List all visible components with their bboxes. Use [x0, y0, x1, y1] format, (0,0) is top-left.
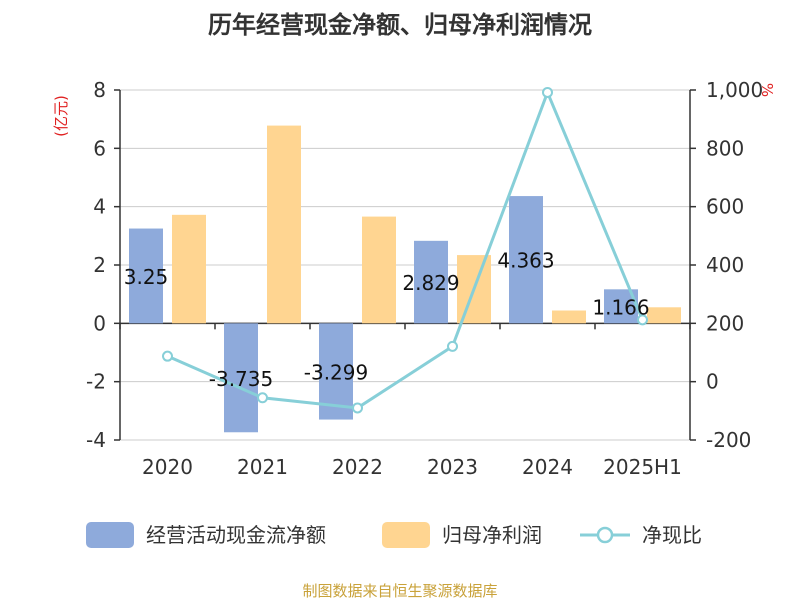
right-axis-unit: %: [758, 83, 776, 97]
legend-marker-ratio: [596, 526, 614, 544]
cashflow-value-label: 4.363: [497, 249, 554, 273]
legend: 经营活动现金流净额 归母净利润 净现比: [86, 522, 702, 548]
profit-bar-2022: [362, 216, 396, 324]
legend-label-ratio: 净现比: [642, 523, 702, 547]
category-label: 2024: [522, 455, 573, 479]
cashflow-bar-2024: [509, 196, 543, 324]
data-labels: 3.25 -3.735 -3.299 2.829 4.363 1.166: [124, 249, 650, 391]
ratio-point-2024: [542, 86, 553, 98]
profit-bar-2021: [267, 125, 301, 324]
ratio-point-2022: [352, 402, 363, 414]
left-tick-label: 8: [93, 78, 106, 102]
ratio-point-2025H1: [637, 314, 648, 326]
profit-bar-2024: [552, 310, 586, 324]
left-tick-label: 4: [93, 195, 106, 219]
left-tick-label: -2: [86, 370, 106, 394]
ratio-line-path: [166, 88, 644, 410]
ratio-point-2023: [447, 340, 458, 352]
ratio-line: [162, 86, 648, 414]
right-tick-label: 0: [706, 370, 719, 394]
left-tick-label: 0: [93, 311, 106, 335]
category-label: 2022: [332, 455, 383, 479]
profit-bar-2025H1: [647, 307, 681, 324]
right-tick-label: 200: [706, 311, 744, 335]
bars: [129, 125, 681, 433]
cashflow-value-label: 2.829: [402, 271, 459, 295]
cashflow-bar-2021: [224, 323, 258, 433]
cashflow-value-label: 3.25: [124, 265, 169, 289]
category-label: 2021: [237, 455, 288, 479]
category-label: 2020: [142, 455, 193, 479]
right-tick-label: 400: [706, 253, 744, 277]
left-tick-label: 6: [93, 136, 106, 160]
cashflow-value-label: -3.299: [304, 360, 368, 384]
cashflow-bar-2020: [129, 228, 163, 324]
data-source: 制图数据来自恒生聚源数据库: [302, 582, 497, 600]
left-tick-label: -4: [86, 428, 106, 452]
chart-title: 历年经营现金净额、归母净利润情况: [208, 11, 592, 39]
legend-label-cashflow: 经营活动现金流净额: [146, 523, 326, 547]
category-label: 2023: [427, 455, 478, 479]
right-tick-label: 1,000: [706, 78, 763, 102]
legend-label-profit: 归母净利润: [442, 523, 542, 547]
profit-bar-2020: [172, 214, 206, 324]
cashflow-value-label: 1.166: [592, 295, 649, 319]
right-tick-label: 800: [706, 136, 744, 160]
legend-swatch-profit: [382, 522, 430, 548]
legend-swatch-cashflow: [86, 522, 134, 548]
left-tick-label: 2: [93, 253, 106, 277]
ratio-point-2020: [162, 350, 173, 362]
right-tick-label: -200: [706, 428, 751, 452]
left-axis-unit: (亿元): [52, 95, 70, 137]
ratio-point-2021: [257, 392, 268, 404]
cashflow-bar-2023: [414, 240, 448, 324]
cashflow-value-label: -3.735: [209, 367, 273, 391]
category-label: 2025H1: [603, 455, 682, 479]
right-tick-label: 600: [706, 195, 744, 219]
